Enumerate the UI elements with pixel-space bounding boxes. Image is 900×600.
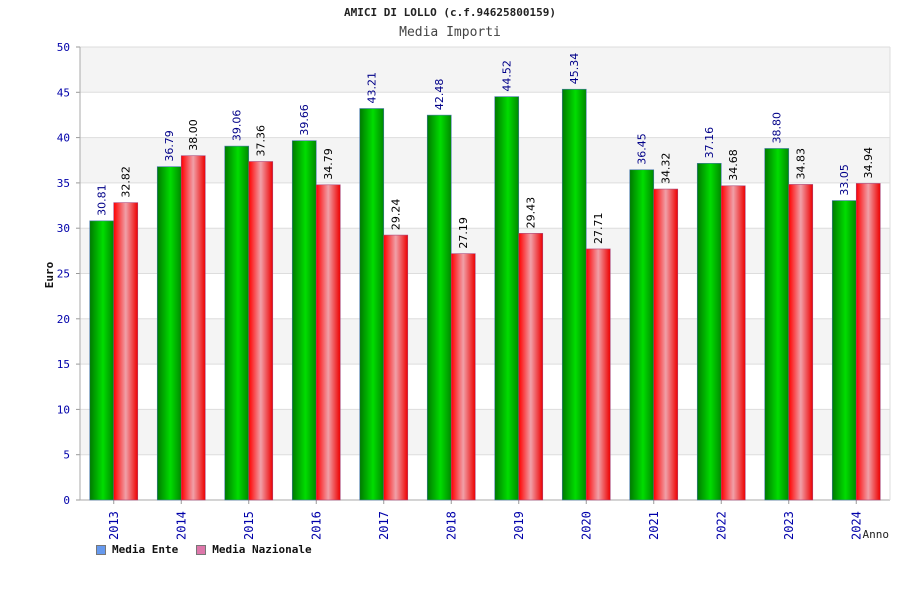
data-label: 38.00 [187, 119, 200, 151]
legend-swatch-media-nazionale [196, 544, 207, 555]
y-tick-label: 10 [57, 403, 70, 416]
plot-band [80, 92, 890, 138]
x-tick-label: 2024 [849, 511, 863, 540]
plot-band [80, 47, 890, 93]
data-label: 36.79 [163, 130, 176, 162]
data-label: 30.81 [96, 184, 109, 216]
bar-media-ente-2022 [696, 163, 722, 501]
data-label: 34.94 [862, 147, 875, 179]
plot-band [80, 454, 890, 500]
legend: Media Ente Media Nazionale [96, 543, 312, 556]
data-label: 32.82 [120, 166, 133, 198]
bars [89, 88, 881, 501]
data-label: 37.36 [255, 125, 268, 157]
plot-band [80, 364, 890, 410]
data-label: 34.83 [795, 148, 808, 180]
y-tick-label: 35 [57, 177, 70, 190]
legend-label-media-ente: Media Ente [112, 543, 179, 556]
bar-media-nazionale-2017 [383, 234, 409, 501]
data-label: 36.45 [636, 133, 649, 165]
bar-media-nazionale-2014 [180, 155, 206, 501]
x-tick-label: 2018 [444, 511, 458, 540]
data-label: 27.71 [592, 212, 605, 244]
data-label: 43.21 [366, 72, 379, 104]
bar-media-nazionale-2016 [315, 184, 341, 501]
legend-label-media-nazionale: Media Nazionale [212, 543, 312, 556]
plot-band [80, 137, 890, 183]
bar-media-nazionale-2019 [518, 233, 544, 501]
y-axis-label: Euro [43, 261, 56, 288]
bar-media-nazionale-2022 [720, 185, 746, 501]
bar-media-ente-2021 [629, 169, 655, 501]
plot-band [80, 409, 890, 455]
data-label: 29.43 [525, 197, 538, 229]
bar-media-nazionale-2021 [653, 188, 679, 501]
bar-media-ente-2013 [89, 220, 115, 501]
data-label: 42.48 [433, 79, 446, 111]
x-axis-label: Anno [863, 528, 890, 541]
legend-swatch-media-ente [96, 544, 106, 555]
data-label: 44.52 [501, 60, 514, 92]
bar-media-ente-2020 [561, 88, 587, 501]
bar-media-ente-2023 [764, 148, 790, 501]
y-tick-label: 30 [57, 222, 70, 235]
axes [76, 46, 891, 504]
x-tick-label: 2023 [782, 511, 796, 540]
bar-media-ente-2019 [494, 96, 520, 501]
x-tick-label: 2017 [377, 511, 391, 540]
data-labels: 30.81 32.82 36.79 38.00 39.06 37.36 39.66 34.79… [96, 53, 876, 249]
x-tick-label: 2020 [579, 511, 593, 540]
bar-media-ente-2024 [831, 200, 857, 501]
data-label: 37.16 [703, 127, 716, 159]
data-label: 39.06 [231, 110, 244, 142]
bar-media-ente-2015 [224, 145, 250, 501]
chart-title: AMICI DI LOLLO (c.f.94625800159) [344, 6, 556, 19]
bar-media-ente-2016 [291, 140, 317, 501]
y-tick-label: 0 [63, 494, 70, 507]
plot-band [80, 318, 890, 365]
data-label: 45.34 [568, 53, 581, 85]
x-tick-label: 2019 [512, 511, 526, 540]
plot-background [80, 47, 890, 500]
data-label: 39.66 [298, 104, 311, 136]
data-label: 33.05 [838, 164, 851, 196]
plot-band [80, 273, 890, 319]
bar-media-ente-2018 [426, 114, 452, 501]
bar-media-ente-2017 [359, 108, 385, 501]
y-tick-label: 40 [57, 132, 70, 145]
y-tick-label: 45 [57, 86, 70, 99]
data-label: 29.24 [390, 199, 403, 231]
plot-band [80, 228, 890, 274]
bar-media-nazionale-2015 [248, 161, 274, 501]
data-label: 38.80 [771, 112, 784, 144]
bar-media-nazionale-2020 [585, 248, 611, 501]
plot-band [80, 182, 890, 229]
y-tick-label: 5 [63, 449, 70, 462]
chart-subtitle: Media Importi [399, 25, 501, 40]
y-tick-label: 15 [57, 358, 70, 371]
x-tick-label: 2014 [174, 511, 188, 540]
bar-media-nazionale-2018 [450, 253, 476, 501]
legend-item-media-ente: Media Ente [96, 543, 178, 556]
data-label: 34.68 [727, 149, 740, 181]
x-tick-label: 2013 [107, 511, 121, 540]
x-tick-label: 2021 [647, 511, 661, 540]
x-tick-label: 2015 [242, 511, 256, 540]
x-tick-label: 2016 [309, 511, 323, 540]
bar-media-nazionale-2024 [855, 183, 881, 501]
bar-media-ente-2014 [156, 166, 182, 501]
legend-item-media-nazionale: Media Nazionale [196, 543, 312, 556]
data-label: 34.32 [660, 153, 673, 185]
y-tick-label: 25 [57, 268, 70, 281]
data-label: 27.19 [457, 217, 470, 249]
bar-media-nazionale-2013 [113, 202, 139, 501]
y-tick-label: 20 [57, 313, 70, 326]
data-label: 34.79 [322, 148, 335, 180]
bar-media-nazionale-2023 [788, 184, 814, 501]
y-tick-label: 50 [57, 41, 70, 54]
x-tick-label: 2022 [714, 511, 728, 540]
tick-labels: 0 5 10 15 20 25 30 35 40 45 50 2013 2014 2015 2016 2017… [57, 41, 864, 540]
